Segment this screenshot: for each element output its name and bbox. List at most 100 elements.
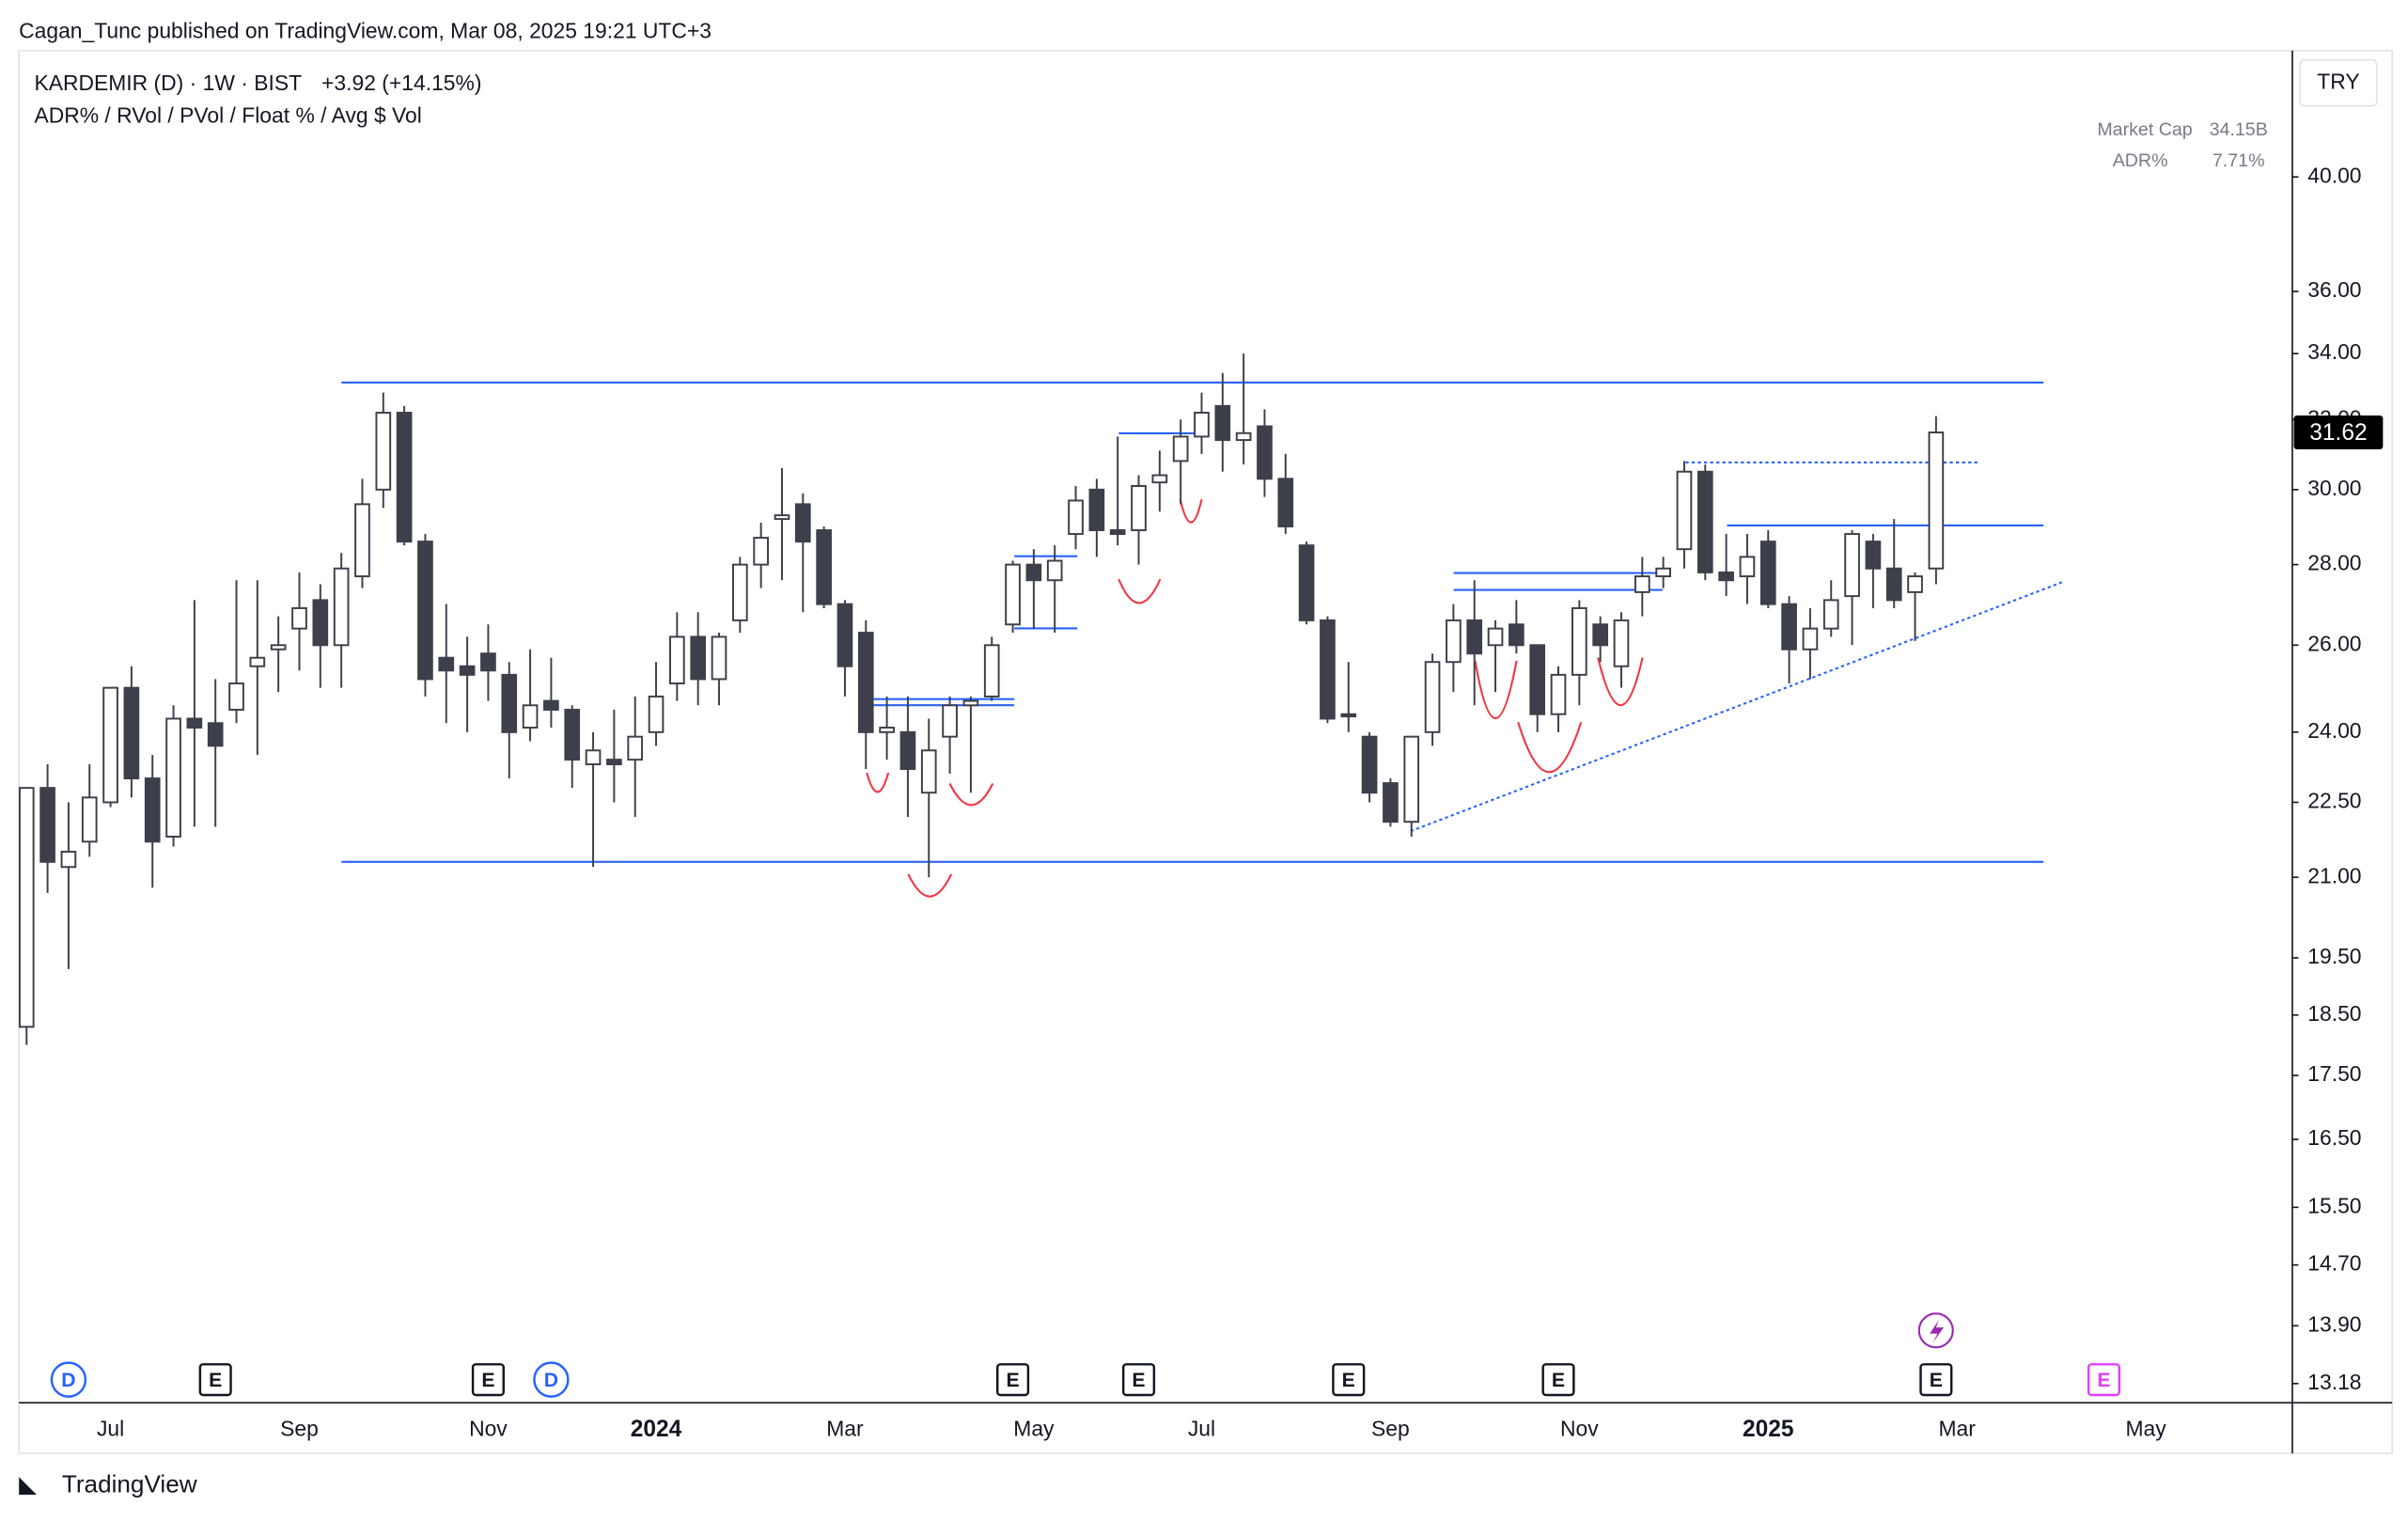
candle-body <box>1424 661 1441 733</box>
y-tick-label: 28.00 <box>2307 551 2361 575</box>
y-tick-label: 15.50 <box>2307 1193 2361 1217</box>
candle-body <box>375 412 392 491</box>
pattern-arcs <box>866 498 1644 898</box>
y-tick-label: 14.70 <box>2307 1251 2361 1276</box>
candle-body <box>1822 599 1839 630</box>
candle-body <box>123 686 140 780</box>
event-marker[interactable] <box>533 1361 570 1398</box>
candle-body <box>1865 541 1882 570</box>
x-tick-label: Nov <box>1560 1417 1599 1441</box>
candle-body <box>291 606 307 630</box>
candle-body <box>690 635 707 681</box>
candle-body <box>606 759 622 766</box>
candle-body <box>1802 627 1819 651</box>
candle-body <box>627 735 644 761</box>
info-label: Market Cap <box>2097 119 2192 140</box>
event-marker[interactable] <box>50 1361 87 1398</box>
event-marker[interactable] <box>471 1363 505 1397</box>
symbol-title: KARDEMIR (D) · 1W · BIST <box>34 71 302 95</box>
currency-box[interactable] <box>2299 58 2378 107</box>
candle-body <box>1781 603 1797 651</box>
candle-body <box>1885 567 1902 602</box>
candle-body <box>1446 619 1462 664</box>
y-tick-label: 26.00 <box>2307 631 2361 655</box>
published-line: Cagan_Tunc published on TradingView.com,… <box>19 18 711 42</box>
event-label: E <box>1552 1369 1565 1391</box>
y-tick-label: 34.00 <box>2307 339 2361 364</box>
y-tick-label: 21.00 <box>2307 863 2361 887</box>
event-marker[interactable] <box>2087 1363 2121 1397</box>
event-marker[interactable] <box>198 1363 232 1397</box>
x-tick-label: May <box>2126 1417 2167 1441</box>
event-marker[interactable] <box>1121 1363 1156 1397</box>
event-label: E <box>1930 1369 1943 1391</box>
candle-body <box>1172 435 1189 463</box>
x-tick-label: Mar <box>826 1417 864 1441</box>
candle-body <box>1739 556 1756 578</box>
candle-body <box>794 503 811 543</box>
y-tick-label: 22.50 <box>2307 789 2361 813</box>
candle-body <box>228 682 244 711</box>
candle-body <box>1928 431 1945 570</box>
event-marker[interactable] <box>1541 1363 1575 1397</box>
event-marker[interactable] <box>1332 1363 1366 1397</box>
candle-body <box>396 412 413 543</box>
candle-body <box>18 787 35 1028</box>
candle-body <box>1907 575 1923 593</box>
candle-body <box>962 699 979 707</box>
candle-body <box>1383 782 1399 823</box>
info-label: ADR% <box>2113 150 2168 171</box>
y-tick-label: 24.00 <box>2307 718 2361 743</box>
candle-body <box>438 656 455 672</box>
candle-body <box>1529 644 1546 715</box>
event-label: E <box>481 1369 494 1391</box>
info-value: 34.15B <box>2210 119 2268 140</box>
y-tick-label: 40.00 <box>2307 163 2361 187</box>
y-tick-label: 19.50 <box>2307 944 2361 968</box>
candle-body <box>1005 563 1021 626</box>
x-tick-label: Jul <box>97 1417 124 1441</box>
event-marker[interactable] <box>1919 1363 1953 1397</box>
y-tick-label: 36.00 <box>2307 277 2361 302</box>
candle-body <box>1592 623 1608 647</box>
candle-body <box>144 777 161 843</box>
candle-body <box>1759 541 1776 605</box>
candle-body <box>1257 425 1273 480</box>
event-label: E <box>209 1369 222 1391</box>
candle-body <box>1214 404 1231 442</box>
candle-body <box>1634 575 1650 593</box>
candle-body <box>857 632 874 733</box>
candle-body <box>480 652 496 672</box>
event-label: E <box>1132 1369 1145 1391</box>
candle-body <box>1613 619 1630 667</box>
y-tick-label: 13.90 <box>2307 1311 2361 1336</box>
candle-body <box>417 541 433 681</box>
footer-logo: TradingView <box>62 1469 197 1497</box>
x-tick-label: Sep <box>1371 1417 1410 1441</box>
candle-body <box>1194 412 1210 438</box>
candle-body <box>774 514 790 521</box>
candle-body <box>354 503 370 578</box>
candle-body <box>899 730 916 771</box>
candle-body <box>501 673 518 733</box>
candle-body <box>1466 619 1483 655</box>
x-tick-label: May <box>1013 1417 1055 1441</box>
frame <box>18 50 2393 1454</box>
indicator-label: ADR% / RVol / PVol / Float % / Avg $ Vol <box>34 102 421 127</box>
candle-body <box>165 717 181 838</box>
y-tick-label: 16.50 <box>2307 1125 2361 1150</box>
candle-body <box>1151 474 1168 484</box>
candle-body <box>711 635 727 681</box>
event-label: E <box>1006 1369 1019 1391</box>
candle-body <box>459 665 476 676</box>
currency: TRY <box>2317 69 2359 93</box>
y-tick-label: 30.00 <box>2307 476 2361 500</box>
candle-body <box>1403 735 1420 823</box>
candle-body <box>1109 529 1126 536</box>
candle-body <box>1277 478 1294 528</box>
lightning-icon <box>1930 1319 1944 1343</box>
candle-body <box>942 704 958 738</box>
event-marker[interactable] <box>995 1363 1030 1397</box>
candle-body <box>1340 713 1357 718</box>
candle-body <box>312 599 329 647</box>
